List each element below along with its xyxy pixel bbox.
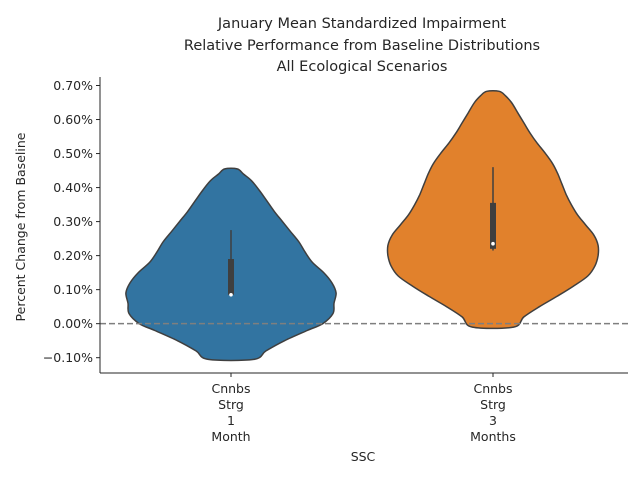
y-tick-label: 0.00% bbox=[53, 316, 93, 331]
chart-title-line-2: Relative Performance from Baseline Distr… bbox=[184, 38, 540, 54]
x-axis-label: SSC bbox=[351, 449, 376, 464]
x-tick-label-line: Month bbox=[211, 429, 250, 444]
y-tick-label: 0.30% bbox=[53, 214, 93, 229]
x-tick-label-line: Cnnbs bbox=[211, 381, 250, 396]
y-tick-label: 0.50% bbox=[53, 146, 93, 161]
y-axis-label: Percent Change from Baseline bbox=[13, 132, 28, 321]
y-tick-label: 0.10% bbox=[53, 282, 93, 297]
chart-title-line-3: All Ecological Scenarios bbox=[277, 59, 448, 75]
median-point-1 bbox=[229, 292, 233, 297]
median-point-2 bbox=[491, 241, 495, 246]
y-tick-label: −0.10% bbox=[43, 350, 93, 365]
y-tick-label: 0.20% bbox=[53, 248, 93, 263]
x-tick-label-line: 1 bbox=[227, 413, 235, 428]
x-tick-label-line: Strg bbox=[218, 397, 244, 412]
x-tick-label-1: Cnnbs Strg 1 Month bbox=[211, 381, 250, 444]
y-tick-label: 0.40% bbox=[53, 180, 93, 195]
chart-title-line-1: January Mean Standardized Impairment bbox=[217, 16, 506, 32]
y-tick-label: 0.70% bbox=[53, 78, 93, 93]
x-tick-label-line: Months bbox=[470, 429, 516, 444]
x-tick-label-line: 3 bbox=[489, 413, 497, 428]
iqr-box-2 bbox=[490, 202, 496, 249]
iqr-box-1 bbox=[228, 259, 234, 295]
y-axis-ticks: −0.10% 0.00% 0.10% 0.20% 0.30% 0.40% 0.50% 0.60… bbox=[43, 78, 100, 365]
violin-layer bbox=[125, 90, 600, 362]
y-tick-label: 0.60% bbox=[53, 112, 93, 127]
x-tick-label-line: Strg bbox=[480, 397, 506, 412]
x-tick-label-line: Cnnbs bbox=[473, 381, 512, 396]
box-layer bbox=[228, 167, 496, 297]
x-tick-label-2: Cnnbs Strg 3 Months bbox=[470, 381, 516, 444]
